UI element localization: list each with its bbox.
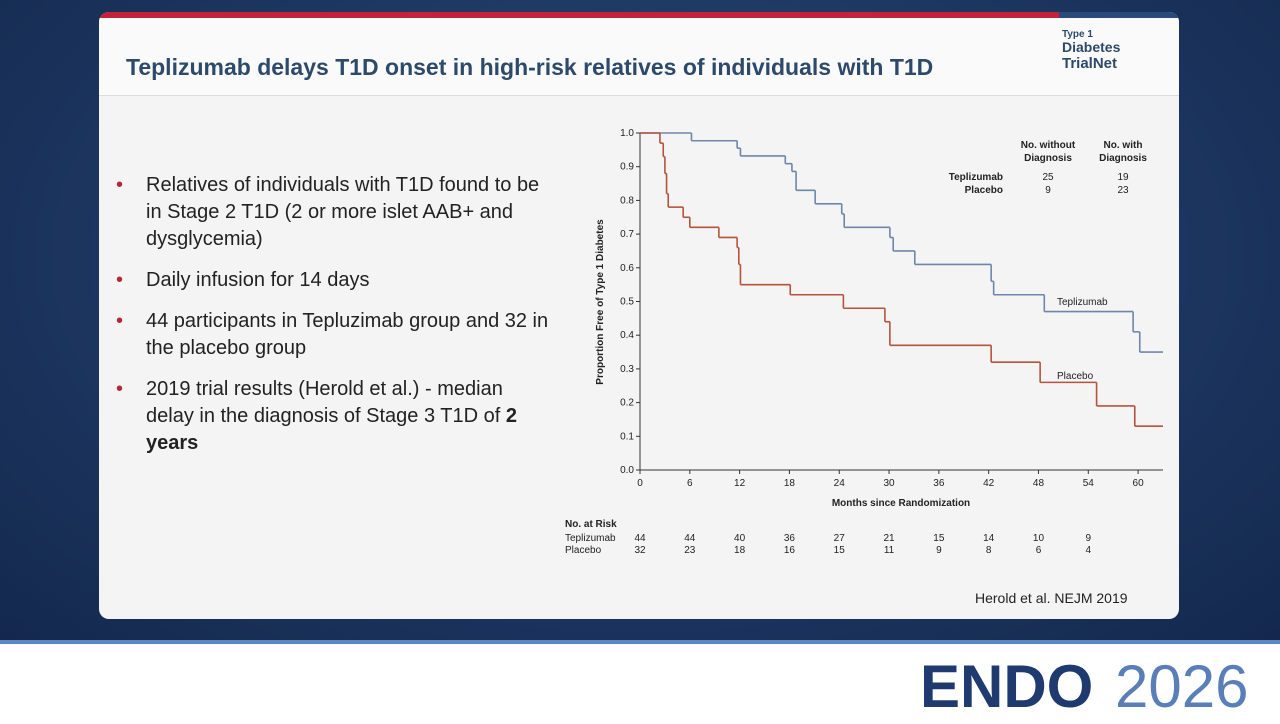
risk-cell: 16 [784,545,796,556]
bullet-list: Relatives of individuals with T1D found … [113,172,553,471]
summary-header-line: Diagnosis [1099,153,1147,164]
x-tick-label: 36 [933,478,945,489]
x-tick-label: 60 [1133,478,1145,489]
y-tick-label: 0.7 [620,229,634,240]
x-tick-label: 6 [687,478,693,489]
accent-bar [99,12,1059,18]
risk-cell: 8 [986,545,992,556]
citation: Herold et al. NEJM 2019 [975,590,1128,606]
risk-row-label: Teplizumab [565,533,616,544]
x-tick-label: 54 [1083,478,1095,489]
risk-cell: 9 [936,545,942,556]
risk-cell: 15 [933,533,945,544]
footer [0,640,1280,724]
risk-cell: 6 [1036,545,1042,556]
summary-header-line: No. without [1021,140,1076,151]
header [99,18,1179,96]
x-tick-label: 12 [734,478,746,489]
bullet-text: 2019 trial results (Herold et al.) - med… [146,378,506,427]
accent-bar [1059,12,1179,18]
risk-cell: 44 [684,533,696,544]
risk-cell: 23 [684,545,696,556]
slide-title: Teplizumab delays T1D onset in high-risk… [126,54,934,80]
summary-row-label: Placebo [965,185,1003,196]
risk-table-title: No. at Risk [565,519,617,530]
y-tick-label: 0.5 [620,297,634,308]
series-label: Placebo [1057,371,1094,382]
risk-cell: 36 [784,533,796,544]
y-tick-label: 0.8 [620,195,634,206]
x-tick-label: 24 [834,478,846,489]
risk-row-label: Placebo [565,545,602,556]
slide: Teplizumab delays T1D onset in high-risk… [99,12,1179,619]
bullet: 44 participants in Tepluzimab group and … [113,308,553,362]
risk-cell: 40 [734,533,746,544]
summary-row-label: Teplizumab [949,172,1003,183]
risk-cell: 10 [1033,533,1045,544]
y-axis-label: Proportion Free of Type 1 Diabetes [595,219,606,385]
risk-cell: 32 [634,545,646,556]
y-tick-label: 1.0 [620,128,634,139]
endo-year: 2026 [1115,653,1248,720]
x-tick-label: 0 [637,478,643,489]
y-tick-label: 0.2 [620,398,634,409]
logo-text: Type 1 [1062,29,1093,40]
risk-cell: 27 [834,533,846,544]
risk-cell: 11 [884,545,895,556]
summary-header: No. with Diagnosis [1099,140,1147,164]
risk-cell: 9 [1086,533,1092,544]
x-axis-label: Months since Randomization [832,498,970,509]
summary-cell: 9 [1045,185,1051,196]
bullet: 2019 trial results (Herold et al.) - med… [113,376,553,457]
risk-cell: 15 [834,545,846,556]
risk-cell: 4 [1086,545,1092,556]
risk-cell: 21 [883,533,895,544]
series-label: Teplizumab [1057,297,1108,308]
bullet: Daily infusion for 14 days [113,267,553,294]
y-tick-label: 0.6 [620,263,634,274]
x-tick-label: 18 [784,478,796,489]
endo-logo: ENDO [920,653,1093,720]
summary-header-line: No. with [1104,140,1143,151]
logo-text: TrialNet [1062,55,1117,72]
summary-header-line: Diagnosis [1024,153,1072,164]
logo-text: Diabetes [1062,39,1121,55]
risk-cell: 44 [634,533,646,544]
x-tick-label: 48 [1033,478,1045,489]
summary-header: No. without Diagnosis [1021,140,1076,164]
y-tick-label: 0.9 [620,162,634,173]
y-tick-label: 0.0 [620,465,634,476]
y-tick-label: 0.3 [620,364,634,375]
bullet-emphasis: 2 years [146,405,517,454]
risk-cell: 14 [983,533,995,544]
summary-cell: 19 [1117,172,1129,183]
x-tick-label: 30 [883,478,895,489]
y-tick-label: 0.4 [620,330,634,341]
bullet: Relatives of individuals with T1D found … [113,172,553,253]
summary-cell: 25 [1042,172,1054,183]
x-tick-label: 42 [983,478,995,489]
risk-cell: 18 [734,545,746,556]
summary-cell: 23 [1117,185,1129,196]
y-tick-label: 0.1 [620,431,634,442]
